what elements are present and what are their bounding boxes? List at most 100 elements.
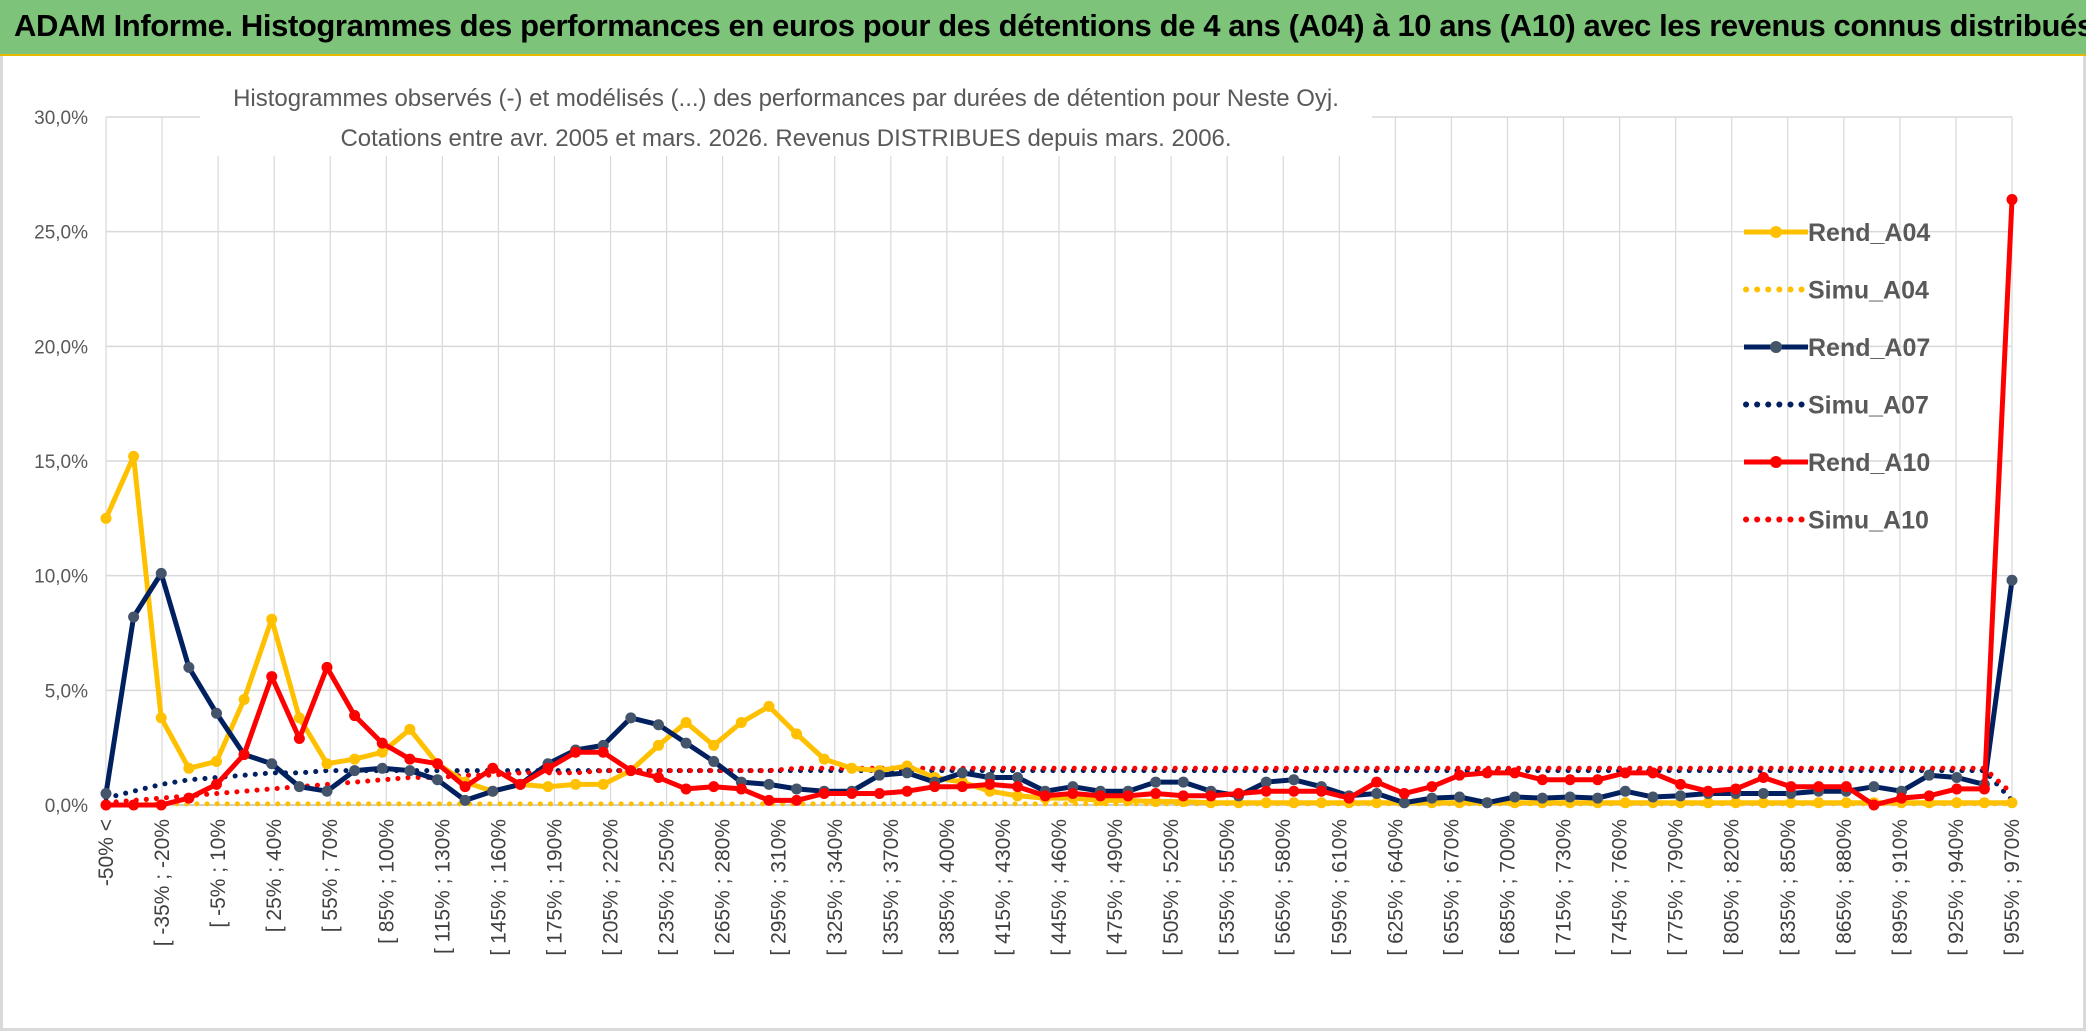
data-point xyxy=(2006,574,2018,586)
data-point xyxy=(1012,781,1024,793)
legend-marker xyxy=(1770,341,1782,353)
y-tick-label: 0,0% xyxy=(45,796,88,817)
x-tick-label: [ 385% ; 400% xyxy=(936,819,959,956)
x-tick-label: [ 115% ; 130% xyxy=(431,819,454,954)
data-point xyxy=(1592,774,1604,786)
data-point xyxy=(431,758,443,770)
data-point xyxy=(1177,790,1189,802)
data-point xyxy=(210,778,222,790)
x-tick-label: [ 715% ; 730% xyxy=(1553,819,1576,956)
data-point xyxy=(349,753,361,765)
data-point xyxy=(708,781,720,793)
data-point xyxy=(459,794,471,806)
report-title: ADAM Informe. Histogrammes des performan… xyxy=(14,8,2086,43)
data-point xyxy=(1951,771,1963,783)
x-tick-label: [ 235% ; 250% xyxy=(656,819,679,956)
data-point xyxy=(321,758,333,770)
x-tick-label: [ 265% ; 280% xyxy=(712,819,735,956)
data-point xyxy=(321,785,333,797)
data-point xyxy=(1730,797,1742,809)
data-point xyxy=(404,723,416,735)
data-point xyxy=(1619,767,1631,779)
data-point xyxy=(735,716,747,728)
x-tick-label: [ -35% ; -20% xyxy=(151,819,174,946)
legend-marker xyxy=(1770,226,1782,238)
data-point xyxy=(652,771,664,783)
data-point xyxy=(901,767,913,779)
data-point xyxy=(1840,781,1852,793)
data-point xyxy=(1951,783,1963,795)
data-point xyxy=(210,707,222,719)
data-point xyxy=(1896,792,1908,804)
data-point xyxy=(1288,785,1300,797)
data-point xyxy=(1260,776,1272,788)
y-tick-label: 20,0% xyxy=(34,337,88,358)
data-point xyxy=(652,739,664,751)
data-point xyxy=(1702,785,1714,797)
data-point xyxy=(901,785,913,797)
x-tick-label: [ 775% ; 790% xyxy=(1665,819,1688,956)
data-point xyxy=(349,710,361,722)
data-point xyxy=(1233,788,1245,800)
x-tick-label: [ 145% ; 160% xyxy=(487,819,510,956)
chart-subtitle: Cotations entre avr. 2005 et mars. 2026.… xyxy=(340,125,1231,152)
x-tick-label: [ 895% ; 910% xyxy=(1889,819,1912,956)
data-point xyxy=(1813,797,1825,809)
data-point xyxy=(1868,781,1880,793)
data-point xyxy=(1094,790,1106,802)
x-tick-label: [ 685% ; 700% xyxy=(1496,819,1519,956)
data-point xyxy=(1564,791,1576,803)
grid xyxy=(105,116,2013,806)
data-point xyxy=(1426,781,1438,793)
y-tick-label: 5,0% xyxy=(45,681,88,702)
data-point xyxy=(128,450,140,462)
data-point xyxy=(791,728,803,740)
series-lines xyxy=(100,194,2018,811)
data-point xyxy=(1785,797,1797,809)
data-point xyxy=(763,700,775,712)
series-line xyxy=(103,570,2015,806)
x-tick-label: [ 595% ; 610% xyxy=(1328,819,1351,956)
data-point xyxy=(1288,774,1300,786)
data-point xyxy=(846,762,858,774)
data-point xyxy=(1619,797,1631,809)
data-point xyxy=(1177,776,1189,788)
x-tick-label: [ 445% ; 460% xyxy=(1048,819,1071,956)
legend: Rend_A04 Simu_A04 Rend_A07 Simu_A07 Rend_A10… xyxy=(1743,219,1930,535)
data-point xyxy=(1371,788,1383,800)
data-point xyxy=(680,783,692,795)
title-background xyxy=(200,74,1372,156)
x-tick-label: [ 655% ; 670% xyxy=(1440,819,1463,956)
data-point xyxy=(1536,792,1548,804)
data-point xyxy=(1067,788,1079,800)
x-tick-label: [ 25% ; 40% xyxy=(263,819,286,932)
x-tick-label: [ 55% ; 70% xyxy=(319,819,342,932)
report-banner: ADAM Informe. Histogrammes des performan… xyxy=(0,0,2086,56)
data-point xyxy=(266,758,278,770)
data-point xyxy=(349,765,361,777)
x-tick-label: [ 925% ; 940% xyxy=(1945,819,1968,956)
data-point xyxy=(238,749,250,761)
data-point xyxy=(2006,797,2018,809)
data-point xyxy=(2006,194,2018,206)
data-point xyxy=(1012,771,1024,783)
x-tick-label: [ 505% ; 520% xyxy=(1160,819,1183,956)
data-point xyxy=(514,778,526,790)
x-tick-label: [ 205% ; 220% xyxy=(600,819,623,956)
x-tick-label: -50% < xyxy=(95,819,118,886)
legend-item: Simu_A04 xyxy=(1743,277,1929,305)
data-point xyxy=(542,781,554,793)
data-point xyxy=(210,755,222,767)
data-point xyxy=(1260,797,1272,809)
legend-item: Rend_A04 xyxy=(1744,219,1930,247)
data-point xyxy=(376,746,388,758)
data-point xyxy=(763,778,775,790)
data-point xyxy=(183,792,195,804)
x-tick-label: [ 745% ; 760% xyxy=(1609,819,1632,956)
data-point xyxy=(1150,776,1162,788)
data-point xyxy=(404,765,416,777)
legend-item: Simu_A10 xyxy=(1743,507,1929,535)
data-point xyxy=(1840,797,1852,809)
data-point xyxy=(1978,783,1990,795)
data-point xyxy=(735,783,747,795)
